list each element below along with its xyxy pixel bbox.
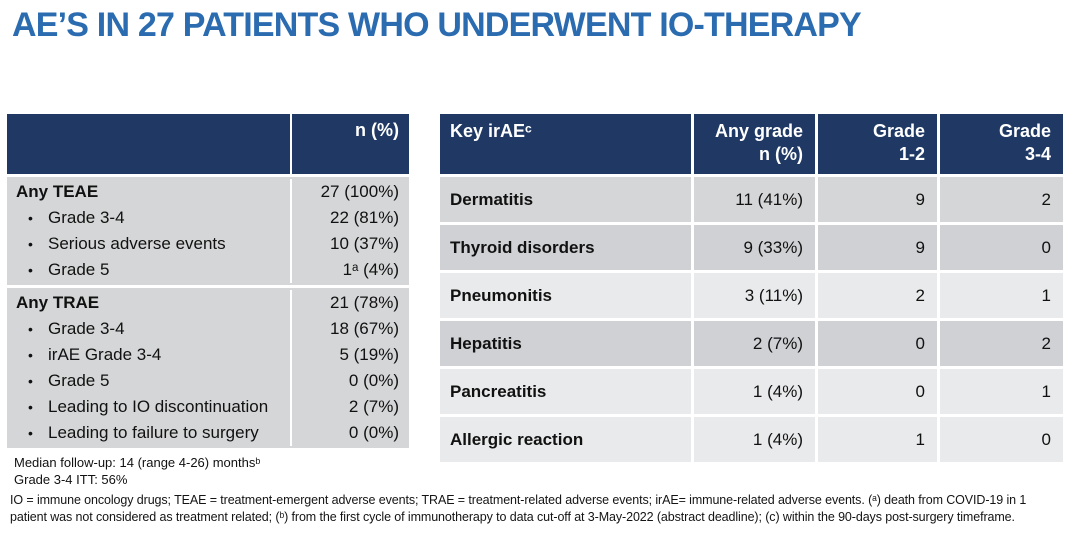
bullet-icon: • bbox=[28, 347, 33, 363]
grade-3-4-value: 0 bbox=[937, 225, 1063, 270]
row-label-cell: • Serious adverse events bbox=[7, 234, 290, 254]
teae-trae-table-header: n (%) bbox=[7, 114, 409, 174]
irae-name: Dermatitis bbox=[440, 177, 691, 222]
n-percent-column-header: n (%) bbox=[290, 114, 409, 174]
table-row: Dermatitis 11 (41%) 9 2 bbox=[440, 177, 1063, 222]
irae-name: Pancreatitis bbox=[440, 369, 691, 414]
table-row: Pneumonitis 3 (11%) 2 1 bbox=[440, 273, 1063, 318]
table-row: Thyroid disorders 9 (33%) 9 0 bbox=[440, 225, 1063, 270]
bullet-icon: • bbox=[28, 425, 33, 441]
any-grade-value: 1 (4%) bbox=[691, 417, 815, 462]
page-title: AE’S IN 27 PATIENTS WHO UNDERWENT IO-THE… bbox=[12, 6, 862, 44]
row-label: Grade 5 bbox=[48, 260, 110, 279]
table-row: Allergic reaction 1 (4%) 1 0 bbox=[440, 417, 1063, 462]
column-header: Grade 3-4 bbox=[937, 114, 1063, 174]
grade-1-2-value: 1 bbox=[815, 417, 937, 462]
any-grade-value: 11 (41%) bbox=[691, 177, 815, 222]
row-value: 21 (78%) bbox=[290, 290, 409, 316]
row-value: 0 (0%) bbox=[290, 368, 409, 394]
teae-trae-table: n (%) Any TEAE 27 (100%) • Grade 3-4 22 (81%… bbox=[7, 114, 409, 448]
row-value: 2 (7%) bbox=[290, 394, 409, 420]
row-label: Any TRAE bbox=[16, 293, 100, 312]
table-row: • Grade 3-4 18 (67%) bbox=[7, 316, 409, 342]
row-value: 18 (67%) bbox=[290, 316, 409, 342]
grade-3-4-value: 2 bbox=[937, 177, 1063, 222]
row-label: Grade 5 bbox=[48, 371, 110, 390]
grade34-itt-note: Grade 3-4 ITT: 56% bbox=[14, 472, 128, 487]
any-grade-value: 2 (7%) bbox=[691, 321, 815, 366]
row-value: 5 (19%) bbox=[290, 342, 409, 368]
table-row: • Grade 5 1ᵃ (4%) bbox=[7, 257, 409, 283]
row-value: 1ᵃ (4%) bbox=[290, 257, 409, 283]
key-irae-table: Key irAEᶜ Any grade n (%) Grade 1-2 Grade 3… bbox=[440, 114, 1063, 462]
grade-3-4-value: 0 bbox=[937, 417, 1063, 462]
row-label-cell: Any TRAE bbox=[7, 293, 290, 313]
row-label: irAE Grade 3-4 bbox=[48, 345, 162, 364]
row-label-cell: • Grade 3-4 bbox=[7, 208, 290, 228]
table-row: • irAE Grade 3-4 5 (19%) bbox=[7, 342, 409, 368]
empty-header-cell bbox=[7, 114, 290, 174]
bullet-icon: • bbox=[28, 210, 33, 226]
bullet-icon: • bbox=[28, 262, 33, 278]
table-row: Any TEAE 27 (100%) bbox=[7, 179, 409, 205]
row-value: 0 (0%) bbox=[290, 420, 409, 446]
grade-1-2-value: 2 bbox=[815, 273, 937, 318]
row-label: Leading to failure to surgery bbox=[48, 423, 259, 442]
left-table-section: Any TEAE 27 (100%) • Grade 3-4 22 (81%) • Seri… bbox=[7, 177, 409, 285]
abbreviations-footnote: IO = immune oncology drugs; TEAE = treat… bbox=[10, 493, 1027, 524]
irae-name: Pneumonitis bbox=[440, 273, 691, 318]
table-row: • Leading to IO discontinuation 2 (7%) bbox=[7, 394, 409, 420]
table-row: • Grade 5 0 (0%) bbox=[7, 368, 409, 394]
row-label: Grade 3-4 bbox=[48, 319, 125, 338]
row-label: Serious adverse events bbox=[48, 234, 226, 253]
column-header: Grade 1-2 bbox=[815, 114, 937, 174]
grade-1-2-value: 9 bbox=[815, 225, 937, 270]
key-irae-table-header: Key irAEᶜ Any grade n (%) Grade 1-2 Grade 3… bbox=[440, 114, 1063, 174]
row-label: Any TEAE bbox=[16, 182, 99, 201]
table-row: • Serious adverse events 10 (37%) bbox=[7, 231, 409, 257]
row-value: 27 (100%) bbox=[290, 179, 409, 205]
row-label-cell: • Grade 5 bbox=[7, 260, 290, 280]
any-grade-value: 1 (4%) bbox=[691, 369, 815, 414]
grade-1-2-value: 0 bbox=[815, 369, 937, 414]
teae-trae-table-body: Any TEAE 27 (100%) • Grade 3-4 22 (81%) • Seri… bbox=[7, 177, 409, 448]
row-value: 22 (81%) bbox=[290, 205, 409, 231]
grade-3-4-value: 1 bbox=[937, 369, 1063, 414]
row-value: 10 (37%) bbox=[290, 231, 409, 257]
row-label-cell: Any TEAE bbox=[7, 182, 290, 202]
bullet-icon: • bbox=[28, 236, 33, 252]
key-irae-table-body: Dermatitis 11 (41%) 9 2 Thyroid disorders 9 (… bbox=[440, 177, 1063, 462]
table-row: • Leading to failure to surgery 0 (0%) bbox=[7, 420, 409, 446]
irae-name: Thyroid disorders bbox=[440, 225, 691, 270]
column-header: Any grade n (%) bbox=[691, 114, 815, 174]
left-table-section: Any TRAE 21 (78%) • Grade 3-4 18 (67%) • irAE … bbox=[7, 288, 409, 448]
grade-1-2-value: 9 bbox=[815, 177, 937, 222]
median-followup-note: Median follow-up: 14 (range 4-26) months… bbox=[14, 455, 261, 470]
bullet-icon: • bbox=[28, 399, 33, 415]
grade-3-4-value: 2 bbox=[937, 321, 1063, 366]
bullet-icon: • bbox=[28, 321, 33, 337]
table-row: Hepatitis 2 (7%) 0 2 bbox=[440, 321, 1063, 366]
followup-notes: Median follow-up: 14 (range 4-26) months… bbox=[14, 454, 260, 488]
column-header: Key irAEᶜ bbox=[440, 114, 691, 174]
row-label-cell: • Leading to failure to surgery bbox=[7, 423, 290, 443]
table-row: Any TRAE 21 (78%) bbox=[7, 290, 409, 316]
row-label-cell: • irAE Grade 3-4 bbox=[7, 345, 290, 365]
irae-name: Allergic reaction bbox=[440, 417, 691, 462]
table-row: Pancreatitis 1 (4%) 0 1 bbox=[440, 369, 1063, 414]
bullet-icon: • bbox=[28, 373, 33, 389]
any-grade-value: 3 (11%) bbox=[691, 273, 815, 318]
grade-3-4-value: 1 bbox=[937, 273, 1063, 318]
table-row: • Grade 3-4 22 (81%) bbox=[7, 205, 409, 231]
row-label-cell: • Grade 5 bbox=[7, 371, 290, 391]
grade-1-2-value: 0 bbox=[815, 321, 937, 366]
row-label: Grade 3-4 bbox=[48, 208, 125, 227]
row-label-cell: • Grade 3-4 bbox=[7, 319, 290, 339]
irae-name: Hepatitis bbox=[440, 321, 691, 366]
any-grade-value: 9 (33%) bbox=[691, 225, 815, 270]
row-label: Leading to IO discontinuation bbox=[48, 397, 269, 416]
row-label-cell: • Leading to IO discontinuation bbox=[7, 397, 290, 417]
